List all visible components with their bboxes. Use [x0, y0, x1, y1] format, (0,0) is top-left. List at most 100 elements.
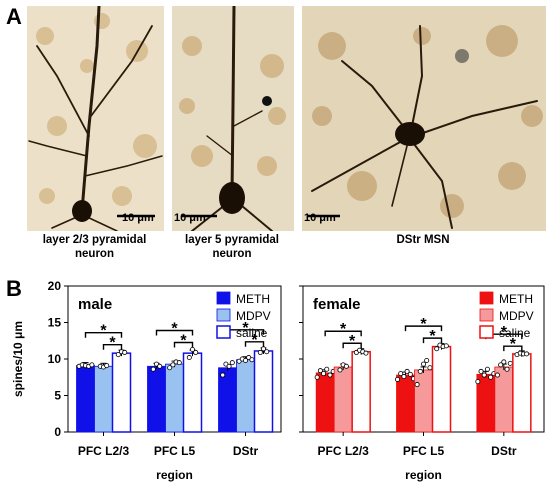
data-point-female	[484, 366, 490, 372]
micrograph-dstr-msn	[301, 5, 547, 232]
x-tick-label-female: DStr	[491, 444, 517, 458]
legend-label-male: METH	[236, 292, 270, 306]
data-point-male	[186, 355, 192, 361]
significance-bracket-female	[324, 330, 362, 337]
data-point-male	[176, 360, 182, 366]
data-point-female	[401, 374, 407, 380]
data-point-female	[394, 376, 400, 382]
x-axis-label-male: region	[156, 468, 193, 482]
x-axis-label-female: region	[405, 468, 442, 482]
data-point-female	[524, 351, 530, 357]
panel-b-letter: B	[6, 276, 22, 301]
bar-male-saline	[182, 352, 203, 433]
data-point-female	[398, 371, 404, 377]
legend-swatch-female-mdpv	[479, 308, 494, 322]
bar-male-mdpv	[94, 365, 113, 433]
significance-bracket-female	[342, 342, 362, 349]
legend-label-male: MDPV	[236, 309, 271, 323]
legend-swatch-male-mdpv	[216, 308, 231, 322]
data-point-female	[424, 357, 430, 363]
panel-title-female: female	[313, 296, 361, 313]
significance-star-male: *	[242, 320, 249, 337]
legend-swatch-male-meth	[216, 291, 231, 305]
data-point-female	[321, 371, 327, 377]
data-point-male	[257, 349, 263, 355]
legend-label-female: METH	[499, 292, 533, 306]
data-point-male	[220, 372, 226, 378]
legend-swatch-female-meth	[479, 291, 494, 305]
caption-dstr-line1: DStr MSN	[396, 234, 450, 246]
data-point-male	[122, 349, 128, 355]
x-tick-label-male: PFC L2/3	[78, 444, 130, 458]
significance-star-female: *	[429, 328, 436, 345]
significance-star-male: *	[251, 332, 258, 349]
data-point-female	[420, 361, 426, 367]
caption-layer23-line2: neuron	[75, 248, 114, 260]
legend-label-male: saline	[236, 326, 268, 340]
caption-layer5-line1: layer 5 pyramidal	[185, 234, 279, 246]
legend-label-female: saline	[499, 326, 531, 340]
significance-star-female: *	[420, 316, 427, 333]
bar-male-meth	[76, 365, 95, 433]
significance-bracket-male	[173, 341, 194, 348]
significance-star-female: *	[510, 336, 517, 353]
data-point-female	[443, 343, 449, 349]
x-tick-label-female: PFC L2/3	[317, 444, 369, 458]
x-tick-label-male: DStr	[233, 444, 259, 458]
data-point-male	[167, 365, 173, 371]
y-tick-label: 5	[54, 389, 61, 403]
data-point-male	[170, 362, 176, 368]
significance-bracket-female	[422, 337, 443, 344]
significance-bracket-female	[503, 345, 523, 352]
data-point-female	[363, 350, 369, 356]
data-point-male	[115, 352, 121, 358]
data-point-male	[104, 363, 110, 369]
panel-title-male: male	[78, 296, 112, 313]
scale-label-2: 10 μm	[174, 212, 206, 224]
data-point-male	[226, 363, 232, 369]
bar-male-saline	[111, 352, 132, 433]
scale-label-3: 10 μm	[304, 212, 336, 224]
data-point-female	[488, 374, 494, 380]
data-point-female	[407, 371, 413, 377]
significance-bracket-male	[244, 341, 265, 347]
x-tick-label-male: PFC L5	[154, 444, 196, 458]
data-point-male	[242, 357, 248, 363]
data-point-female	[475, 379, 481, 385]
data-point-male	[157, 363, 163, 369]
data-point-male	[89, 362, 95, 368]
data-point-female	[504, 366, 510, 372]
bar-female-meth	[315, 372, 335, 433]
y-axis-label: spines/10 μm	[11, 321, 25, 397]
significance-star-male: *	[180, 333, 187, 350]
data-point-female	[501, 359, 507, 365]
data-point-female	[324, 366, 330, 372]
data-point-female	[327, 372, 333, 378]
data-point-female	[414, 382, 420, 388]
significance-star-female: *	[340, 321, 347, 338]
caption-layer5: layer 5 pyramidal neuron	[166, 233, 298, 261]
data-point-female	[494, 372, 500, 378]
significance-star-female: *	[349, 333, 356, 350]
caption-layer23-line1: layer 2/3 pyramidal	[42, 234, 147, 246]
bar-male-saline	[253, 350, 274, 433]
data-point-female	[481, 372, 487, 378]
micrograph-layer5-neuron	[171, 5, 295, 232]
significance-bracket-male	[84, 332, 123, 338]
bar-male-mdpv	[165, 363, 184, 433]
caption-layer5-line2: neuron	[212, 248, 252, 260]
significance-star-male: *	[100, 323, 107, 340]
y-tick-label: 0	[54, 425, 61, 439]
bar-female-meth	[396, 374, 415, 433]
legend-swatch-male-saline	[216, 325, 231, 339]
significance-star-female: *	[501, 324, 508, 341]
data-point-female	[427, 365, 433, 371]
y-tick-label: 15	[48, 316, 62, 330]
significance-bracket-male	[155, 329, 194, 336]
significance-bracket-female	[404, 325, 443, 332]
bar-female-saline	[512, 353, 532, 433]
data-point-male	[229, 360, 235, 366]
legend-label-female: MDPV	[499, 309, 534, 323]
data-point-female	[507, 360, 513, 366]
